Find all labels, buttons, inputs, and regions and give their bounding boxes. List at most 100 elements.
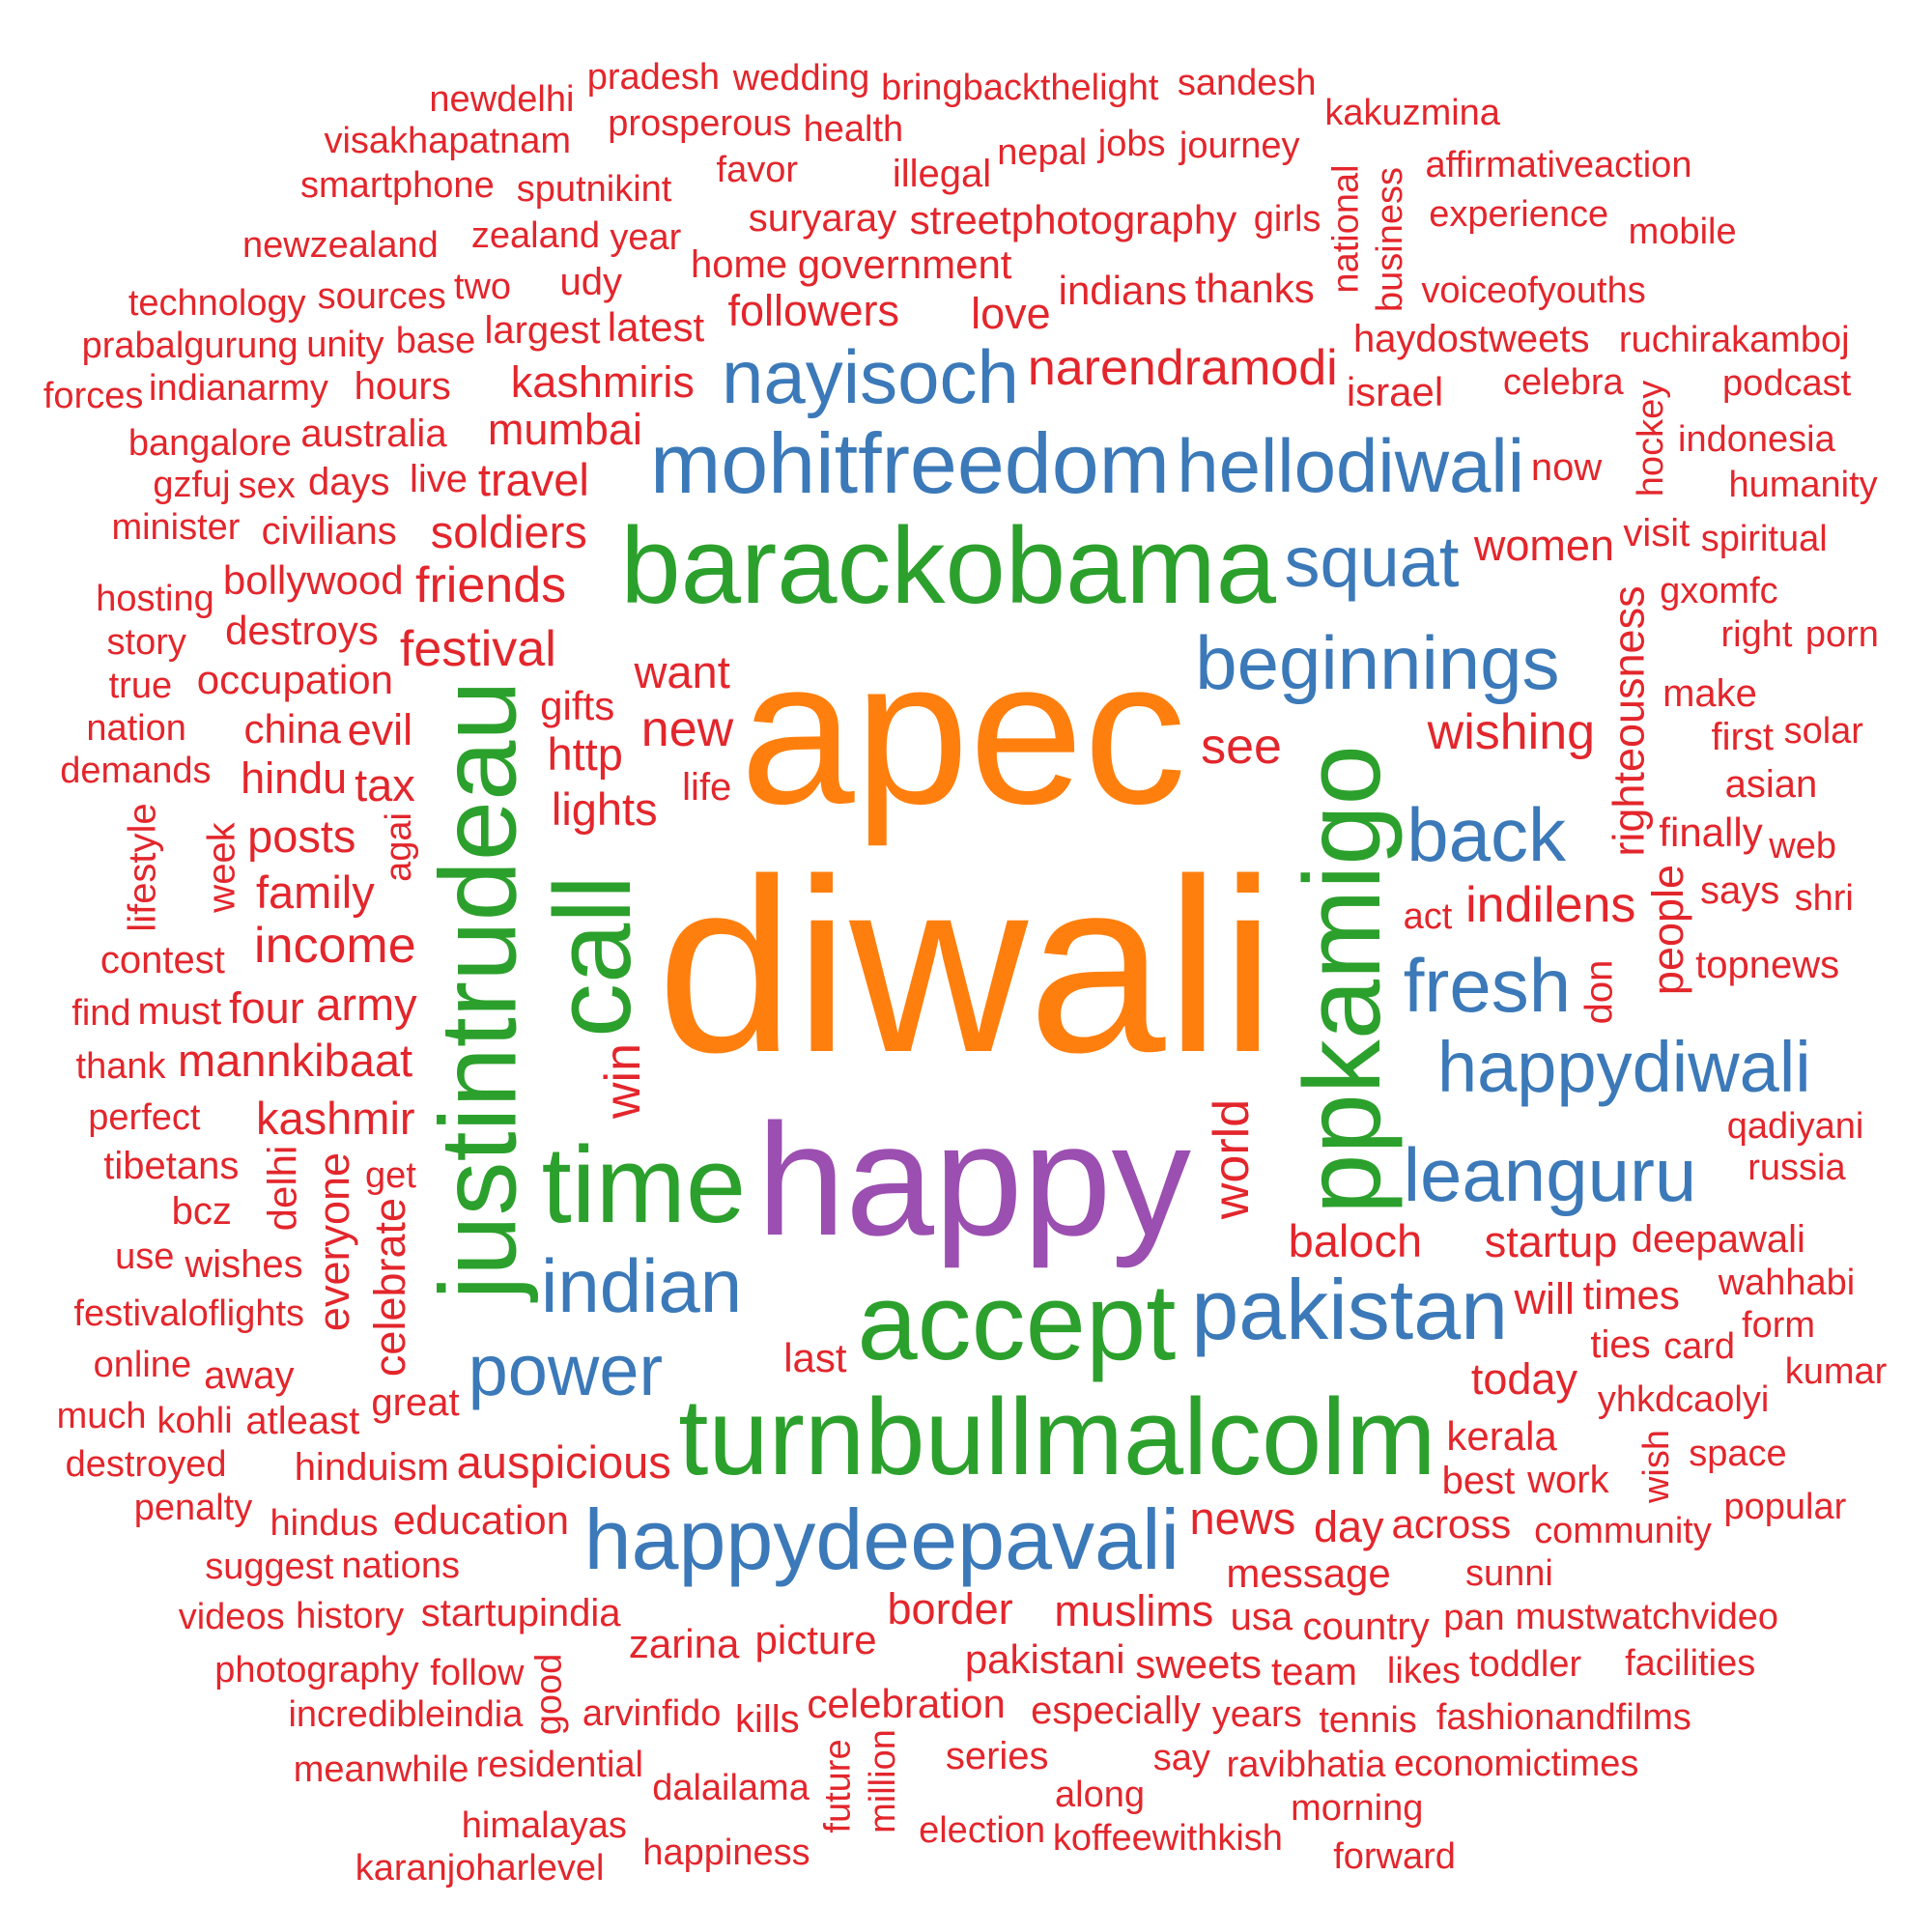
word-newdelhi: newdelhi <box>429 78 575 120</box>
word-now: now <box>1530 446 1603 490</box>
word-bringbackthelight: bringbackthelight <box>881 68 1159 109</box>
word-happiness: happiness <box>642 1832 810 1873</box>
word-new: new <box>640 701 734 758</box>
word-women: women <box>1473 520 1614 570</box>
word-dalailama: dalailama <box>652 1768 810 1809</box>
word-sweets: sweets <box>1135 1640 1263 1687</box>
word-celebration: celebration <box>807 1680 1006 1726</box>
word-say: say <box>1152 1738 1210 1779</box>
word-ties: ties <box>1590 1323 1651 1367</box>
word-leanguru: leanguru <box>1403 1131 1697 1217</box>
word-girls: girls <box>1253 198 1321 240</box>
word-qadiyani: qadiyani <box>1726 1105 1864 1147</box>
word-see: see <box>1201 719 1282 776</box>
word-indians: indians <box>1058 267 1187 313</box>
word-especially: especially <box>1031 1690 1201 1733</box>
word-world: world <box>1204 1098 1261 1219</box>
word-income: income <box>254 917 416 974</box>
word-find: find <box>71 992 131 1034</box>
word-zealand: zealand <box>470 215 600 257</box>
word-delhi: delhi <box>259 1145 305 1231</box>
word-work: work <box>1527 1459 1609 1502</box>
word-suggest: suggest <box>205 1546 334 1587</box>
word-pradesh: pradesh <box>586 56 721 98</box>
word-across: across <box>1391 1501 1512 1548</box>
word-friends: friends <box>415 556 567 613</box>
word-call: call <box>532 874 654 1037</box>
word-toddler: toddler <box>1468 1643 1582 1685</box>
word-kashmir: kashmir <box>256 1092 415 1144</box>
word-startupindia: startupindia <box>420 1592 621 1635</box>
word-haydostweets: haydostweets <box>1352 318 1590 361</box>
word-sex: sex <box>238 465 296 506</box>
word-says: says <box>1700 868 1780 912</box>
word-pakistan: pakistan <box>1191 1262 1509 1358</box>
word-home: home <box>690 242 788 286</box>
word-contest: contest <box>99 939 225 982</box>
word-podcast: podcast <box>1722 363 1852 405</box>
word-win: win <box>594 1042 651 1119</box>
word-wahhabi: wahhabi <box>1718 1262 1856 1303</box>
word-beginnings: beginnings <box>1195 620 1560 705</box>
word-hinduism: hinduism <box>294 1446 449 1490</box>
word-russia: russia <box>1747 1148 1846 1189</box>
word-tax: tax <box>355 758 415 810</box>
word-facilities: facilities <box>1625 1642 1756 1684</box>
word-perfect: perfect <box>88 1096 201 1138</box>
word-today: today <box>1470 1354 1577 1405</box>
word-zarina: zarina <box>628 1620 740 1666</box>
word-back: back <box>1406 792 1567 877</box>
word-pakistani: pakistani <box>964 1635 1125 1682</box>
word-atleast: atleast <box>245 1400 360 1443</box>
word-journey: journey <box>1179 126 1300 167</box>
word-health: health <box>803 108 904 150</box>
word-mumbai: mumbai <box>487 405 642 455</box>
word-auspicious: auspicious <box>456 1436 671 1489</box>
word-wish: wish <box>1635 1429 1677 1503</box>
word-gifts: gifts <box>540 682 615 728</box>
word-indianarmy: indianarmy <box>149 367 328 409</box>
word-bangalore: bangalore <box>128 422 292 464</box>
word-kakuzmina: kakuzmina <box>1324 93 1500 134</box>
word-indonesia: indonesia <box>1678 419 1835 461</box>
word-apec: apec <box>740 617 1187 848</box>
word-smartphone: smartphone <box>300 164 495 206</box>
word-kills: kills <box>735 1698 800 1742</box>
word-koffeewithkish: koffeewithkish <box>1052 1818 1283 1860</box>
word-wishing: wishing <box>1427 703 1596 760</box>
word-thank: thank <box>75 1045 166 1087</box>
word-jobs: jobs <box>1097 123 1166 164</box>
word-travel: travel <box>477 454 589 506</box>
word-nations: nations <box>341 1546 461 1587</box>
word-mustwatchvideo: mustwatchvideo <box>1515 1597 1779 1638</box>
word-china: china <box>243 706 341 753</box>
word-last: last <box>783 1335 847 1381</box>
word-illegal: illegal <box>892 152 992 195</box>
word-visit: visit <box>1623 511 1690 554</box>
word-away: away <box>204 1354 295 1398</box>
word-technology: technology <box>128 282 306 324</box>
word-kohli: kohli <box>156 1400 233 1441</box>
word-mobile: mobile <box>1628 211 1737 252</box>
word-videos: videos <box>178 1596 285 1637</box>
word-online: online <box>93 1344 192 1385</box>
word-space: space <box>1689 1434 1787 1474</box>
word-power: power <box>468 1330 664 1411</box>
word-celebra: celebra <box>1503 362 1624 404</box>
word-prosperous: prosperous <box>608 103 792 145</box>
word-pan: pan <box>1443 1598 1505 1639</box>
word-penalty: penalty <box>133 1488 253 1529</box>
word-shri: shri <box>1794 878 1854 920</box>
word-kashmiris: kashmiris <box>510 356 695 407</box>
word-voiceofyouths: voiceofyouths <box>1421 270 1646 312</box>
word-education: education <box>392 1497 570 1544</box>
word-want: want <box>634 645 730 697</box>
word-base: base <box>395 321 476 362</box>
word-topnews: topnews <box>1695 943 1840 986</box>
word-festival: festival <box>399 620 556 677</box>
word-along: along <box>1055 1775 1145 1816</box>
word-http: http <box>547 728 623 781</box>
word-morning: morning <box>1291 1788 1424 1830</box>
word-forward: forward <box>1333 1836 1456 1878</box>
word-times: times <box>1582 1271 1680 1318</box>
